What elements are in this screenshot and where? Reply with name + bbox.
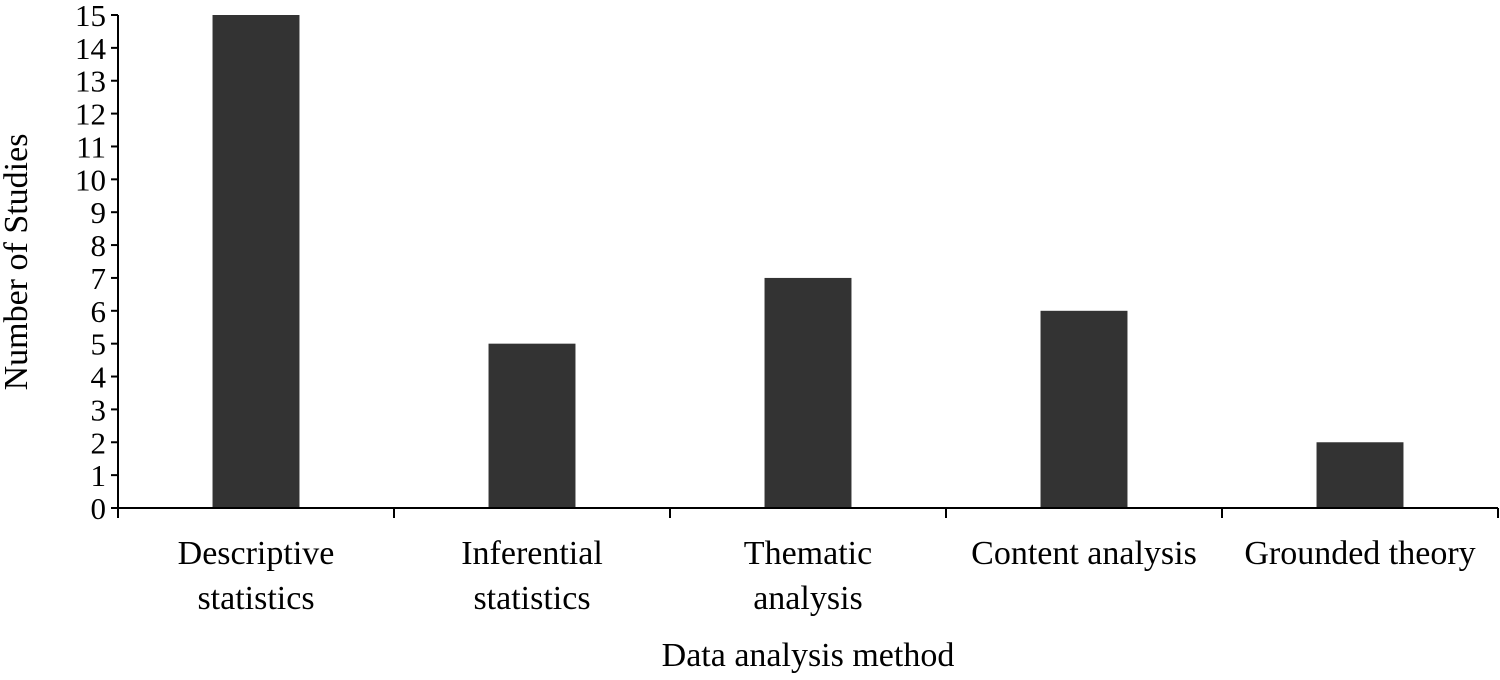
bar-1 [212, 15, 300, 508]
bar-3 [764, 277, 852, 508]
bar-5 [1316, 442, 1404, 508]
y-tick-label: 1 [91, 458, 107, 493]
x-tick-label-line: statistics [197, 580, 314, 617]
bars [212, 15, 1404, 508]
x-tick-label: Grounded theory [1244, 535, 1475, 572]
x-tick-label-line: Grounded theory [1244, 535, 1475, 572]
y-tick-label: 12 [75, 97, 106, 132]
x-tick-label-line: Descriptive [178, 535, 335, 572]
y-tick-label: 13 [75, 64, 106, 99]
y-tick-label: 3 [91, 392, 107, 427]
y-tick-label: 0 [91, 491, 107, 526]
y-tick-label: 5 [91, 327, 107, 362]
y-tick-label: 9 [91, 195, 107, 230]
x-tick-label-line: Inferential [461, 535, 603, 572]
y-tick-label: 4 [91, 360, 107, 395]
x-tick-label: Thematic analysis [744, 535, 872, 617]
bar-2 [488, 343, 576, 508]
y-tick-label: 7 [91, 261, 107, 296]
x-tick-label-line: analysis [753, 580, 863, 617]
y-tick-label: 10 [75, 162, 106, 197]
y-tick-label: 2 [91, 425, 107, 460]
y-tick-label: 6 [91, 294, 107, 329]
y-tick-label: 15 [75, 0, 106, 33]
y-tick-label: 8 [91, 228, 107, 263]
x-axis-ticks: Descriptive statistics Inferential statisti… [117, 508, 1499, 617]
bar-4 [1040, 310, 1128, 508]
x-tick-label-line: statistics [473, 580, 590, 617]
x-tick-label: Content analysis [971, 535, 1197, 572]
x-tick-label-line: Content analysis [971, 535, 1197, 572]
x-tick-label: Inferential statistics [461, 535, 603, 617]
x-tick-label: Descriptive statistics [178, 535, 335, 617]
y-tick-label: 11 [76, 129, 106, 164]
y-axis-title: Number of Studies [0, 134, 35, 391]
x-axis-title: Data analysis method [662, 637, 955, 674]
x-tick-label-line: Thematic [744, 535, 872, 572]
y-tick-label: 14 [75, 31, 107, 66]
